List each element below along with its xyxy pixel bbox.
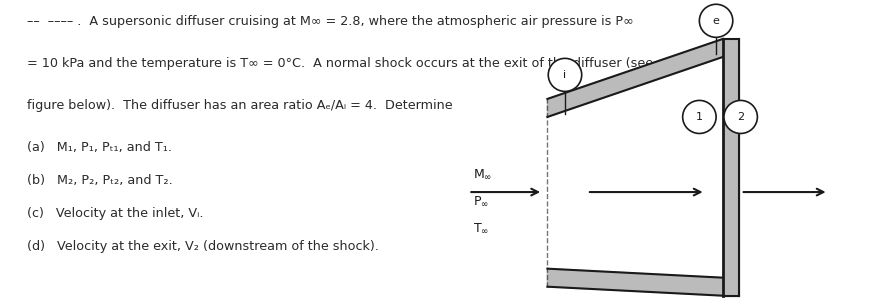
Polygon shape [723,39,739,296]
Text: M$_\infty$: M$_\infty$ [473,167,492,181]
Text: 2: 2 [737,112,744,122]
Text: i: i [563,70,567,80]
Text: e: e [713,16,720,26]
Polygon shape [547,269,723,296]
Polygon shape [547,39,723,117]
Text: (c)   Velocity at the inlet, Vᵢ.: (c) Velocity at the inlet, Vᵢ. [27,207,204,220]
Text: (a)   M₁, P₁, Pₜ₁, and T₁.: (a) M₁, P₁, Pₜ₁, and T₁. [27,141,172,154]
Text: ––  –––– .  A supersonic diffuser cruising at M∞ = 2.8, where the atmospheric ai: –– –––– . A supersonic diffuser cruising… [27,15,634,28]
Text: 1: 1 [696,112,703,122]
Ellipse shape [682,100,716,133]
Text: P$_\infty$: P$_\infty$ [473,195,489,208]
Text: = 10 kPa and the temperature is T∞ = 0°C.  A normal shock occurs at the exit of : = 10 kPa and the temperature is T∞ = 0°C… [27,57,653,70]
Ellipse shape [548,58,582,91]
Text: (b)   M₂, P₂, Pₜ₂, and T₂.: (b) M₂, P₂, Pₜ₂, and T₂. [27,174,173,187]
Text: (d)   Velocity at the exit, V₂ (downstream of the shock).: (d) Velocity at the exit, V₂ (downstream… [27,240,379,253]
Polygon shape [547,57,723,278]
Ellipse shape [699,4,733,37]
Text: figure below).  The diffuser has an area ratio Aₑ/Aᵢ = 4.  Determine: figure below). The diffuser has an area … [27,99,453,112]
Text: T$_\infty$: T$_\infty$ [473,222,489,235]
Ellipse shape [724,100,758,133]
